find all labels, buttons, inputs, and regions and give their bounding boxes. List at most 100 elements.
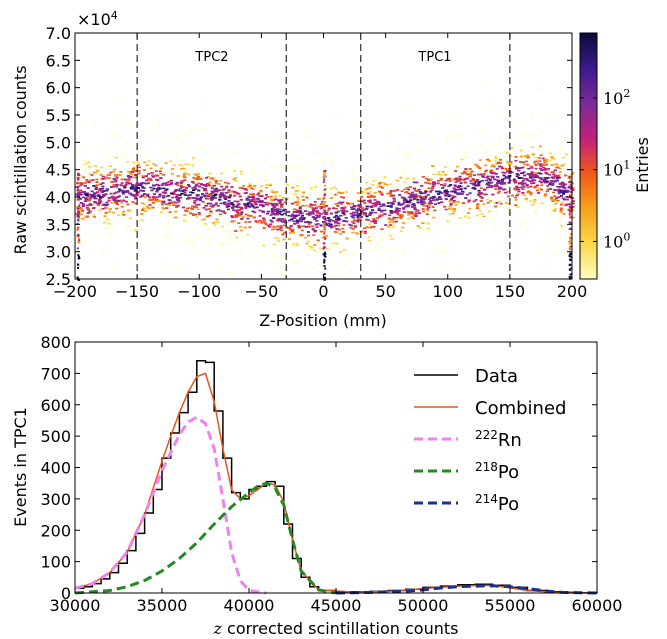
heatmap-cell bbox=[182, 167, 186, 170]
heatmap-cell bbox=[521, 183, 525, 185]
heatmap-cell bbox=[351, 220, 354, 223]
heatmap-cell bbox=[449, 184, 453, 186]
heatmap-cell bbox=[195, 178, 199, 180]
heatmap-cell bbox=[365, 226, 369, 229]
heatmap-cell bbox=[146, 205, 150, 208]
heatmap-cell bbox=[240, 170, 243, 173]
heatmap-cell bbox=[311, 216, 315, 218]
heatmap-cell bbox=[559, 225, 563, 227]
heatmap-cell bbox=[183, 192, 187, 194]
heatmap-cell bbox=[131, 169, 135, 171]
heatmap-cell bbox=[527, 190, 531, 193]
heatmap-cell bbox=[236, 200, 240, 203]
heatmap-cell bbox=[506, 169, 509, 172]
heatmap-cell bbox=[327, 207, 331, 210]
heatmap-cell bbox=[293, 201, 297, 204]
heatmap-cell bbox=[151, 199, 155, 201]
heatmap-cell bbox=[447, 245, 451, 248]
heatmap-cell bbox=[274, 228, 277, 230]
heatmap-cell bbox=[431, 185, 435, 188]
heatmap-cell bbox=[507, 182, 511, 184]
heatmap-cell bbox=[480, 213, 484, 215]
heatmap-cell bbox=[131, 201, 135, 203]
heatmap-cell bbox=[192, 157, 195, 159]
heatmap-cell bbox=[238, 195, 242, 198]
heatmap-cell bbox=[406, 187, 409, 189]
heatmap-cell bbox=[265, 203, 269, 206]
heatmap-cell bbox=[523, 211, 527, 213]
heatmap-cell bbox=[343, 213, 346, 216]
heatmap-cell bbox=[377, 184, 381, 186]
heatmap-cell bbox=[150, 172, 154, 174]
heatmap-cell bbox=[355, 211, 359, 213]
heatmap-cell bbox=[471, 179, 475, 182]
heatmap-cell bbox=[407, 188, 411, 191]
heatmap-cell bbox=[453, 188, 457, 191]
heatmap-cell bbox=[400, 196, 404, 199]
heatmap-cell bbox=[334, 244, 338, 246]
heatmap-cell bbox=[314, 207, 318, 210]
heatmap-cell bbox=[365, 181, 369, 184]
heatmap-cell bbox=[168, 211, 172, 213]
heatmap-cell bbox=[112, 185, 115, 188]
heatmap-cell bbox=[333, 216, 337, 218]
heatmap-cell bbox=[256, 221, 259, 224]
heatmap-cell bbox=[262, 244, 265, 247]
heatmap-cell bbox=[250, 170, 254, 173]
heatmap-cell bbox=[306, 221, 310, 223]
heatmap-cell bbox=[218, 199, 222, 201]
heatmap-cell bbox=[271, 203, 274, 205]
heatmap-cell bbox=[495, 212, 499, 215]
heatmap-cell bbox=[101, 178, 105, 180]
heatmap-cell bbox=[431, 223, 435, 226]
heatmap-cell bbox=[207, 236, 211, 239]
heatmap-cell bbox=[245, 189, 249, 191]
heatmap-cell bbox=[260, 185, 264, 187]
heatmap-cell bbox=[87, 208, 90, 211]
heatmap-cell bbox=[457, 192, 461, 194]
heatmap-cell bbox=[230, 233, 234, 235]
heatmap-cell bbox=[454, 137, 458, 139]
heatmap-cell bbox=[515, 175, 519, 178]
heatmap-cell bbox=[114, 179, 118, 181]
heatmap-cell bbox=[491, 164, 495, 166]
heatmap-cell bbox=[393, 189, 397, 192]
heatmap-cell bbox=[477, 189, 481, 192]
heatmap-cell bbox=[249, 200, 253, 203]
heatmap-cell bbox=[537, 172, 541, 174]
heatmap-cell bbox=[443, 183, 447, 185]
heatmap-cell bbox=[251, 195, 255, 197]
heatmap-cell bbox=[92, 124, 96, 126]
heatmap-cell bbox=[338, 201, 342, 204]
heatmap-cell bbox=[397, 210, 401, 212]
heatmap-cell bbox=[412, 187, 416, 190]
heatmap-cell bbox=[251, 205, 255, 208]
heatmap-cell bbox=[104, 193, 108, 195]
heatmap-cell bbox=[343, 206, 347, 208]
heatmap-cell bbox=[261, 210, 264, 213]
heatmap-cell bbox=[542, 264, 546, 266]
heatmap-cell bbox=[389, 183, 393, 185]
heatmap-cell bbox=[492, 225, 496, 227]
heatmap-cell bbox=[480, 144, 484, 146]
heatmap-cell bbox=[563, 190, 567, 192]
heatmap-cell bbox=[239, 173, 243, 175]
heatmap-cell bbox=[474, 164, 478, 166]
heatmap-cell bbox=[313, 218, 317, 220]
heatmap-cell bbox=[89, 179, 93, 182]
heatmap-cell bbox=[147, 173, 150, 175]
heatmap-cell bbox=[463, 156, 467, 158]
heatmap-cell bbox=[223, 212, 227, 214]
heatmap-cell bbox=[181, 134, 185, 137]
heatmap-cell bbox=[360, 211, 364, 214]
heatmap-cell bbox=[350, 224, 353, 227]
heatmap-cell bbox=[314, 206, 318, 209]
heatmap-cell bbox=[491, 175, 495, 178]
heatmap-cell bbox=[122, 153, 126, 155]
heatmap-cell bbox=[446, 220, 450, 223]
heatmap-cell bbox=[372, 220, 376, 223]
heatmap-cell bbox=[214, 177, 218, 180]
heatmap-cell bbox=[330, 225, 334, 228]
heatmap-cell bbox=[276, 237, 280, 240]
heatmap-cell bbox=[234, 214, 238, 216]
